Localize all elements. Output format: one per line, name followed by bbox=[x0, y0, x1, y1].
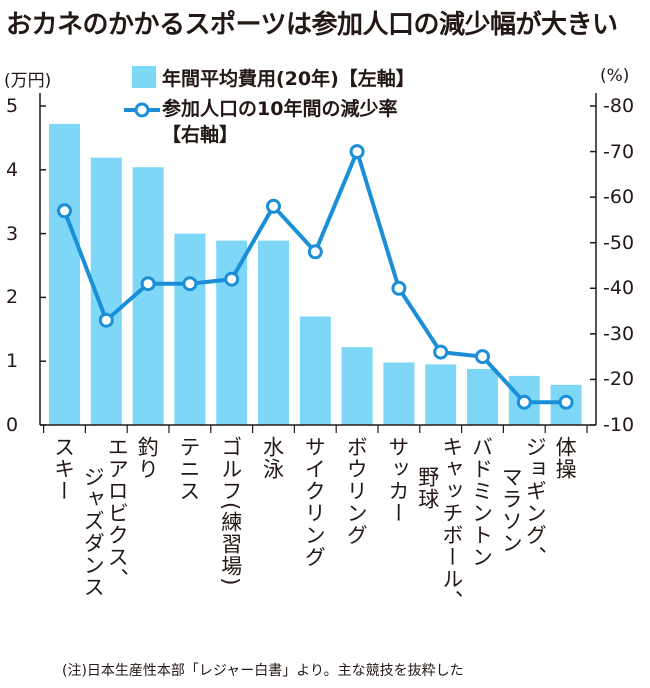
bar bbox=[425, 364, 457, 425]
category-label-part: エアロビクス、 bbox=[105, 436, 130, 590]
left-axis-unit: (万円) bbox=[4, 71, 52, 91]
decline-point bbox=[475, 349, 490, 365]
category-label-part: スキー bbox=[51, 436, 76, 502]
decline-point bbox=[558, 394, 574, 410]
right-tick-label: -80 bbox=[603, 95, 635, 117]
right-axis-unit: (%) bbox=[600, 66, 630, 86]
left-tick-label: 1 bbox=[6, 350, 19, 373]
left-tick-label: 4 bbox=[6, 158, 19, 181]
category-label-part: マラソン bbox=[499, 466, 524, 554]
decline-point bbox=[307, 244, 323, 260]
bar bbox=[467, 368, 498, 425]
legend-line-label: 参加人口の10年間の減少率【右軸】 bbox=[162, 98, 398, 146]
left-tick-label: 3 bbox=[6, 222, 19, 245]
bar bbox=[383, 362, 415, 425]
bar bbox=[174, 233, 206, 425]
decline-point bbox=[140, 276, 156, 292]
category-label-part: ジャズダンス bbox=[81, 466, 106, 598]
right-tick-label: -40 bbox=[603, 277, 635, 300]
bar bbox=[49, 123, 80, 426]
bar bbox=[299, 316, 331, 425]
category-label-part: 体操 bbox=[553, 436, 578, 480]
source-note: (注)日本生産性本部「レジャー白書」より。主な競技を抜粋した bbox=[62, 663, 464, 679]
decline-point bbox=[57, 203, 72, 219]
category-label-part: キャッチボール、 bbox=[439, 436, 464, 612]
bar bbox=[341, 347, 373, 425]
bar bbox=[258, 240, 289, 425]
legend-bar-swatch bbox=[132, 66, 156, 88]
category-label-part: バドミントン bbox=[469, 436, 494, 568]
decline-point bbox=[391, 280, 407, 296]
category-label-part: ゴルフ(練習場) bbox=[218, 436, 243, 587]
legend-bar-label: 年間平均費用(20年)【左軸】 bbox=[162, 68, 415, 90]
category-label-part: サイクリング bbox=[302, 436, 327, 568]
right-tick-label: -70 bbox=[603, 140, 635, 163]
left-tick-label: 5 bbox=[6, 95, 19, 117]
bar bbox=[216, 240, 248, 425]
decline-point bbox=[349, 144, 365, 160]
chart-title: おカネのかかるスポーツは参加人口の減少幅が大きい bbox=[6, 10, 618, 40]
decline-point bbox=[433, 344, 449, 360]
left-tick-label: 0 bbox=[6, 414, 19, 436]
category-label-part: 水泳 bbox=[260, 436, 285, 480]
right-tick-label: -60 bbox=[603, 186, 635, 209]
bar bbox=[132, 167, 164, 425]
category-label-part: サッカー bbox=[385, 436, 410, 524]
right-tick-label: -10 bbox=[603, 414, 635, 436]
legend-line-marker bbox=[134, 102, 150, 118]
decline-point bbox=[182, 276, 198, 292]
decline-point bbox=[266, 198, 281, 214]
left-tick-label: 2 bbox=[6, 286, 19, 309]
legend-line-swatch bbox=[124, 102, 160, 118]
decline-point bbox=[516, 394, 532, 410]
right-tick-label: -50 bbox=[603, 231, 635, 254]
right-tick-label: -20 bbox=[603, 368, 635, 391]
decline-point bbox=[98, 312, 114, 328]
decline-point bbox=[224, 271, 240, 287]
category-label-part: ボウリング bbox=[344, 436, 369, 546]
category-label-part: 釣り bbox=[135, 436, 160, 480]
category-label-part: 野球 bbox=[415, 466, 440, 510]
right-tick-label: -30 bbox=[603, 322, 635, 345]
category-label-part: ジョギング、 bbox=[523, 436, 548, 568]
category-label-part: テニス bbox=[176, 436, 201, 502]
